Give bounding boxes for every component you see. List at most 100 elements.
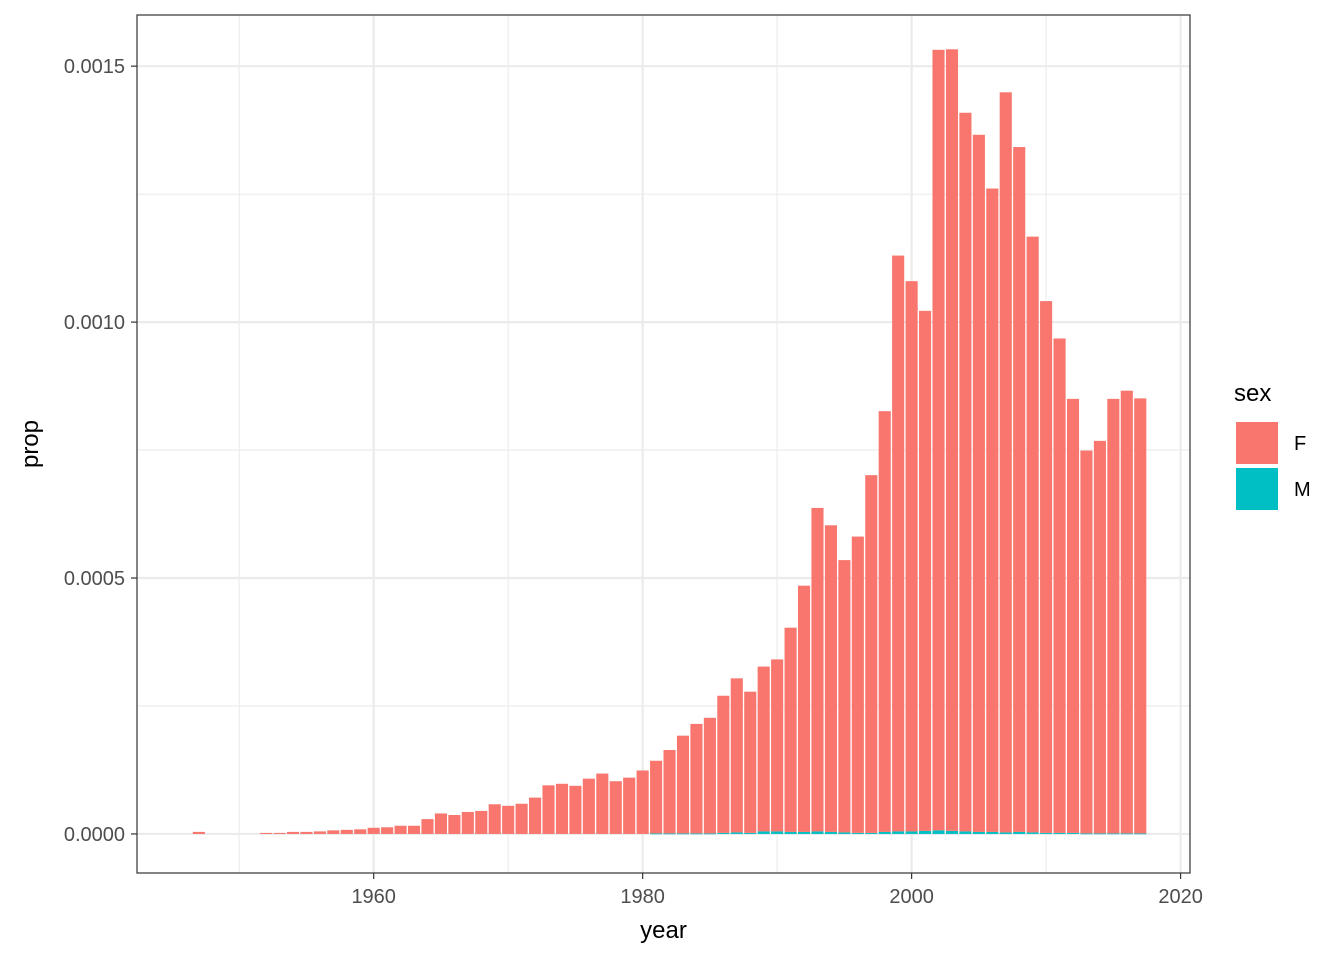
bar-f-2016 [1120,390,1133,834]
bar-f-1985 [703,717,716,834]
bar-f-2001 [919,310,932,831]
bar-m-1996 [851,832,864,834]
legend: sex F M [1234,380,1311,510]
bar-f-1969 [488,804,501,834]
bar-f-2009 [1026,236,1039,833]
bar-f-1980 [636,770,649,834]
bar-m-1990 [771,831,784,834]
y-tick-label: 0.0000 [64,824,125,846]
bar-f-1991 [784,627,797,832]
bar-m-1981 [650,833,663,835]
bar-m-1987 [730,832,743,834]
bar-m-2015 [1107,833,1120,835]
bar-f-1984 [690,723,703,834]
bar-f-1959 [354,829,367,834]
bar-f-1999 [892,255,905,832]
bar-f-1988 [744,691,757,833]
bar-f-1957 [327,830,340,834]
bar-m-2002 [932,830,945,834]
bar-m-2017 [1134,833,1147,835]
bar-f-1953 [273,832,286,834]
x-axis-title: year [640,917,687,944]
bar-f-1970 [502,805,515,834]
bar-f-1967 [461,811,474,834]
bar-m-1983 [676,833,690,835]
bar-m-1997 [865,832,878,834]
bar-m-2013 [1080,833,1093,835]
x-tick-label: 2000 [889,886,934,908]
bar-f-1956 [313,831,326,834]
bar-f-1992 [797,585,811,832]
bar-f-1983 [676,735,690,834]
bar-f-1987 [730,678,743,833]
y-tick-label: 0.0010 [64,312,125,334]
bar-f-2017 [1134,398,1147,834]
bar-f-1962 [394,825,407,834]
axes: 1960 1980 2000 2020 0.0000 0.0005 0.0010 0.0015 [64,56,1203,908]
bar-f-1995 [838,560,851,833]
bar-f-1998 [878,411,891,832]
bar-f-2013 [1080,450,1093,834]
bar-f-1960 [367,827,380,834]
bar-f-2010 [1040,301,1053,833]
bar-m-2009 [1026,832,1039,834]
bar-f-1996 [851,536,864,833]
bar-m-2000 [905,831,918,834]
bar-f-1976 [582,778,595,834]
bar-m-2014 [1093,833,1106,835]
y-tick-label: 0.0005 [64,568,125,590]
bar-m-2005 [972,831,985,834]
bar-f-1990 [771,659,784,832]
bar-f-2008 [1013,147,1026,832]
bar-f-2003 [945,49,959,831]
bar-f-2006 [986,188,999,832]
bar-m-1982 [663,833,676,835]
legend-key-m [1236,468,1278,510]
bar-f-2004 [959,112,972,832]
legend-title: sex [1234,380,1271,407]
bar-f-1958 [340,829,353,834]
bar-m-2010 [1040,832,1053,834]
bar-m-2011 [1053,832,1066,834]
bar-m-2006 [986,831,999,834]
legend-key-f [1236,422,1278,464]
bar-f-1993 [811,507,824,832]
bar-f-2011 [1053,338,1066,833]
bar-f-1986 [717,695,730,833]
bar-f-2014 [1093,440,1106,834]
bar-m-2003 [945,830,959,834]
bar-f-2015 [1107,398,1120,834]
legend-label-f: F [1294,433,1306,455]
bar-m-2004 [959,831,972,834]
bar-m-1992 [797,831,811,834]
bar-m-1995 [838,832,851,834]
bar-m-2001 [919,830,932,834]
bar-f-1979 [623,777,636,834]
x-tick-label: 2020 [1158,886,1203,908]
bar-f-1965 [434,813,447,834]
bar-m-1993 [811,831,824,834]
bar-f-1982 [663,750,676,834]
panel-border [136,14,1191,874]
bar-f-1955 [300,831,313,834]
bar-m-1998 [878,831,891,834]
bar-f-1972 [529,797,542,834]
bar-m-1985 [703,833,716,835]
x-tick-label: 1980 [620,886,665,908]
bar-f-1952 [260,832,273,834]
bar-f-2000 [905,281,918,832]
bar-f-1977 [596,773,609,834]
bar-f-1947 [192,831,205,834]
bar-f-2007 [999,92,1012,833]
bar-m-2008 [1013,831,1026,834]
bar-f-2012 [1066,398,1080,833]
bar-f-1964 [421,819,434,834]
bar-f-1974 [555,783,569,834]
bar-f-1997 [865,475,878,833]
bar-f-1989 [757,666,770,832]
bar-f-1961 [381,827,394,834]
y-axis-title: prop [17,420,44,468]
bar-m-2007 [999,832,1012,834]
bar-m-1988 [744,832,757,834]
